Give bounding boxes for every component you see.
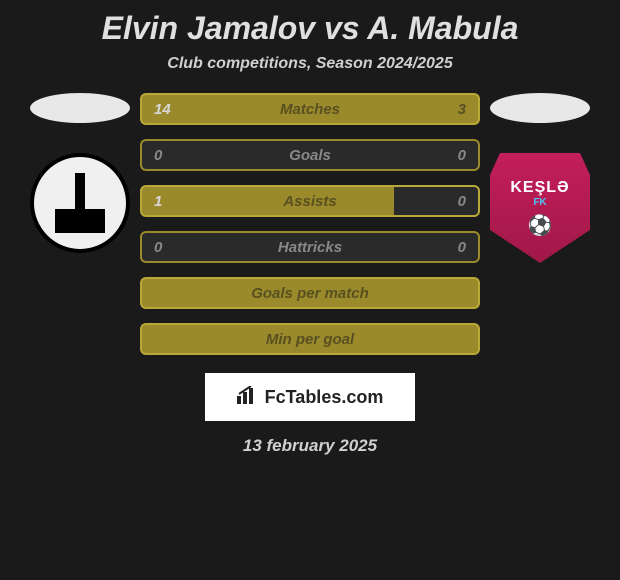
badge-right-label: KEŞLƏ xyxy=(510,179,569,197)
badge-right-sublabel: FK xyxy=(533,197,546,208)
date-text: 13 february 2025 xyxy=(243,436,377,456)
stat-row: 1Assists0 xyxy=(140,185,480,217)
stats-column: 14Matches30Goals01Assists00Hattricks0Goa… xyxy=(140,93,480,355)
stat-row: 0Hattricks0 xyxy=(140,231,480,263)
stat-label: Goals per match xyxy=(182,285,438,302)
main-area: 14Matches30Goals01Assists00Hattricks0Goa… xyxy=(0,93,620,355)
page-title: Elvin Jamalov vs A. Mabula xyxy=(102,10,519,47)
stat-label: Matches xyxy=(182,101,438,118)
team-badge-left xyxy=(30,153,130,253)
stat-value-left: 0 xyxy=(142,239,182,256)
left-column xyxy=(20,93,140,253)
stat-row: Min per goal xyxy=(140,323,480,355)
right-column: KEŞLƏ FK ⚽ xyxy=(480,93,600,263)
stat-value-left: 1 xyxy=(142,193,182,210)
stat-value-right: 0 xyxy=(438,147,478,164)
soccer-ball-icon: ⚽ xyxy=(528,213,553,238)
stat-label: Min per goal xyxy=(182,331,438,348)
branding-badge: FcTables.com xyxy=(205,373,415,421)
stat-row: 14Matches3 xyxy=(140,93,480,125)
branding-text: FcTables.com xyxy=(265,387,384,408)
stat-label: Hattricks xyxy=(182,239,438,256)
stat-row: 0Goals0 xyxy=(140,139,480,171)
stat-value-right: 0 xyxy=(438,193,478,210)
stat-value-right: 3 xyxy=(438,101,478,118)
team-badge-right: KEŞLƏ FK ⚽ xyxy=(490,153,590,263)
chart-icon xyxy=(237,386,259,409)
stat-value-left: 0 xyxy=(142,147,182,164)
stat-label: Goals xyxy=(182,147,438,164)
stat-row: Goals per match xyxy=(140,277,480,309)
comparison-infographic: Elvin Jamalov vs A. Mabula Club competit… xyxy=(0,0,620,466)
stat-label: Assists xyxy=(182,193,438,210)
stat-value-left: 14 xyxy=(142,101,182,118)
player-photo-left xyxy=(30,93,130,123)
stat-value-right: 0 xyxy=(438,239,478,256)
player-photo-right xyxy=(490,93,590,123)
subtitle: Club competitions, Season 2024/2025 xyxy=(167,55,452,73)
